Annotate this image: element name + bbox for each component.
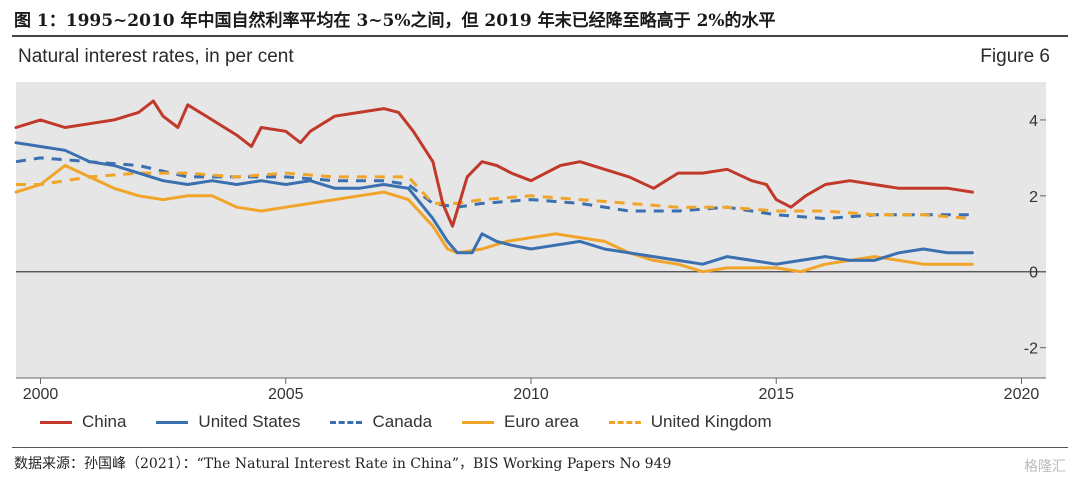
legend-swatch-euro-area: [462, 420, 495, 424]
legend-label-united-states: United States: [198, 412, 301, 431]
source-rule: [12, 447, 1068, 448]
legend-item-united-kingdom: United Kingdom: [608, 412, 772, 432]
legend-item-canada: Canada: [330, 412, 432, 432]
chart-title: Natural interest rates, in per cent: [18, 46, 294, 67]
legend-item-china: China: [40, 412, 126, 432]
legend-label-united-kingdom: United Kingdom: [650, 412, 772, 431]
series-line-united-states: [14, 141, 974, 266]
legend-label-canada: Canada: [372, 412, 433, 431]
legend-swatch-china: [40, 420, 72, 424]
caption-rule: [12, 35, 1068, 37]
y-tick-label: 2: [1029, 189, 1038, 206]
series-line-united-kingdom: [16, 171, 973, 221]
legend-label-euro-area: Euro area: [504, 412, 579, 431]
source-note: 数据来源：孙国峰（2021）：“The Natural Interest Rat…: [14, 456, 672, 472]
x-tick-label: 2000: [23, 386, 59, 403]
series-line-china: [14, 99, 974, 228]
x-tick-label: 2020: [1004, 386, 1040, 403]
chart-legend: China United States Canada Euro area Uni…: [40, 412, 772, 432]
x-tick-label: 2010: [513, 386, 549, 403]
legend-item-united-states: United States: [156, 412, 300, 432]
series-line-euro-area: [14, 164, 974, 274]
legend-item-euro-area: Euro area: [462, 412, 579, 432]
x-tick-label: 2015: [758, 386, 794, 403]
legend-label-china: China: [82, 412, 127, 431]
figure-label: Figure 6: [980, 46, 1050, 67]
figure-caption: 图 1：1995~2010 年中国自然利率平均在 3~5%之间，但 2019 年…: [14, 11, 776, 31]
legend-swatch-united-kingdom: [608, 420, 641, 424]
y-tick-label: 4: [1029, 113, 1038, 130]
x-tick-label: 2005: [268, 386, 304, 403]
legend-swatch-united-states: [156, 420, 189, 424]
plot-area: [16, 82, 1046, 378]
y-tick-label: 0: [1029, 265, 1038, 282]
legend-swatch-canada: [330, 420, 363, 424]
watermark: 格隆汇: [1024, 459, 1066, 475]
y-tick-label: -2: [1024, 341, 1038, 358]
